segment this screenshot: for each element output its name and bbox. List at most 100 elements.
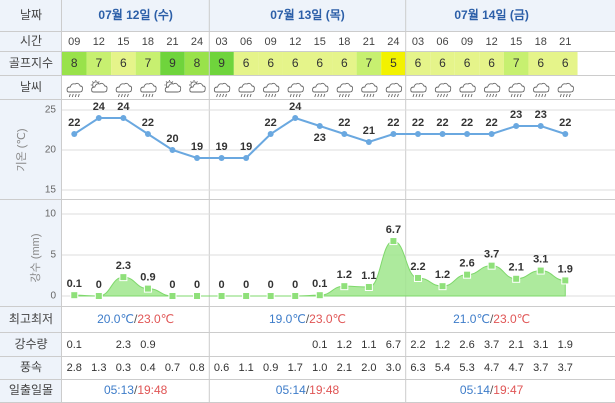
rain-point: [143, 284, 152, 293]
rain-drop: [71, 93, 74, 98]
rain-amount-value: 2.6: [459, 339, 474, 351]
rain-drop: [240, 93, 243, 98]
rain-amount-value: 2.3: [116, 339, 131, 351]
wind-speed-value: 5.3: [459, 362, 474, 374]
wind-speed-value: 2.8: [67, 362, 82, 374]
rain-drop: [418, 93, 421, 98]
golf-index-value: 6: [316, 56, 323, 70]
sunrise: 05:14: [460, 383, 490, 397]
wind-speed-value: 2.1: [337, 362, 352, 374]
min-max-temperature: 21.0℃/23.0℃: [453, 312, 530, 326]
rain-amount-value: 2.2: [410, 339, 425, 351]
golf-index-cell: [307, 52, 333, 76]
rain-point: [389, 237, 398, 246]
sun-cloud-icon: [90, 80, 108, 93]
hour-label: 21: [363, 36, 375, 48]
rain-point: [217, 292, 226, 300]
rain-drop: [142, 93, 145, 98]
golf-index-cell: [553, 52, 578, 76]
date-header: 07월 13일 (목): [270, 7, 344, 22]
rain-drop: [464, 93, 467, 98]
rain-drop: [243, 93, 246, 98]
golf-index-cell: [381, 52, 406, 76]
wind-speed-value: 4.7: [484, 362, 499, 374]
temperature-point: [439, 131, 446, 137]
rain-data-label: 2.2: [410, 261, 425, 273]
temperature-data-label: 22: [68, 117, 80, 129]
temperature-point: [513, 123, 520, 129]
rain-drop: [495, 93, 498, 98]
hour-label: 09: [265, 36, 277, 48]
rain-tick-label: 5: [50, 250, 56, 261]
hour-label: 18: [142, 36, 154, 48]
rain-drop: [568, 93, 571, 98]
temperature-point: [169, 147, 176, 153]
wind-speed-value: 1.3: [91, 362, 106, 374]
rain-data-label: 1.1: [361, 270, 376, 282]
row-label-time: 시간: [20, 34, 42, 48]
cloud-part: [410, 82, 427, 93]
cloud-part: [385, 82, 403, 93]
hour-label: 09: [68, 36, 80, 48]
temperature-point: [390, 131, 397, 137]
golf-index-value: 6: [120, 56, 127, 70]
wind-speed-value: 2.0: [361, 362, 376, 374]
rain-drop: [513, 93, 516, 98]
rain-drop: [519, 93, 522, 98]
minmax-high: 23.0℃: [137, 312, 174, 326]
sun_sep: /: [134, 383, 138, 397]
rain-cloud-icon: [434, 82, 452, 98]
cloud-part: [483, 82, 501, 93]
cloud-part: [140, 82, 157, 93]
temperature-point: [464, 131, 471, 137]
rain-cloud-icon: [361, 82, 378, 98]
temperature-point: [120, 115, 127, 121]
rain-data-label: 1.9: [558, 263, 573, 275]
rain-drop: [68, 93, 71, 98]
rain-data-label: 0: [219, 279, 225, 291]
temperature-data-label: 19: [215, 141, 227, 153]
cloud-part: [434, 82, 452, 93]
rain-tick-label: 0: [50, 291, 56, 302]
min-max-temperature: 19.0℃/23.0℃: [269, 312, 346, 326]
wind-speed-value: 5.4: [435, 362, 450, 374]
rain-data-label: 3.1: [533, 253, 548, 265]
rain-drop: [292, 93, 295, 98]
temperature-point: [537, 123, 544, 129]
sun-ray: [165, 81, 168, 83]
hour-label: 18: [338, 36, 350, 48]
sun-ray: [196, 81, 198, 83]
rain-amount-value: 0.9: [140, 339, 155, 351]
golf-index-cell: [332, 52, 357, 76]
temperature-data-label: 19: [240, 141, 252, 153]
golf-index-value: 6: [562, 56, 569, 70]
hour-label: 15: [510, 36, 522, 48]
temperature-data-label: 22: [559, 117, 571, 129]
temp-tick-label: 15: [45, 185, 57, 196]
hour-label: 21: [559, 36, 571, 48]
minmax-sep: /: [306, 312, 310, 326]
wind-speed-value: 6.3: [410, 362, 425, 374]
temperature-point: [292, 115, 299, 121]
rain-drop: [396, 93, 399, 98]
hour-label: 15: [314, 36, 326, 48]
minmax-sep: /: [134, 312, 138, 326]
golf-index-value: 9: [218, 56, 225, 70]
row-label-wind: 풍속: [20, 360, 42, 374]
temperature-point: [562, 131, 569, 137]
minmax-low: 21.0℃: [453, 312, 490, 326]
rain-drop: [437, 93, 439, 98]
rain-amount-value: 6.7: [386, 339, 401, 351]
golf-index-cell: [258, 52, 283, 76]
rain-cloud-icon: [557, 82, 574, 98]
golf-index-cell: [160, 52, 185, 76]
rain-drop: [314, 93, 317, 98]
golf-index-value: 7: [95, 56, 102, 70]
rain-drop: [393, 93, 396, 98]
rain-point: [413, 273, 422, 282]
rain-drop: [268, 93, 271, 98]
cloud-part: [557, 82, 574, 93]
golf-index-value: 6: [464, 56, 471, 70]
golf-index-value: 9: [169, 56, 176, 70]
